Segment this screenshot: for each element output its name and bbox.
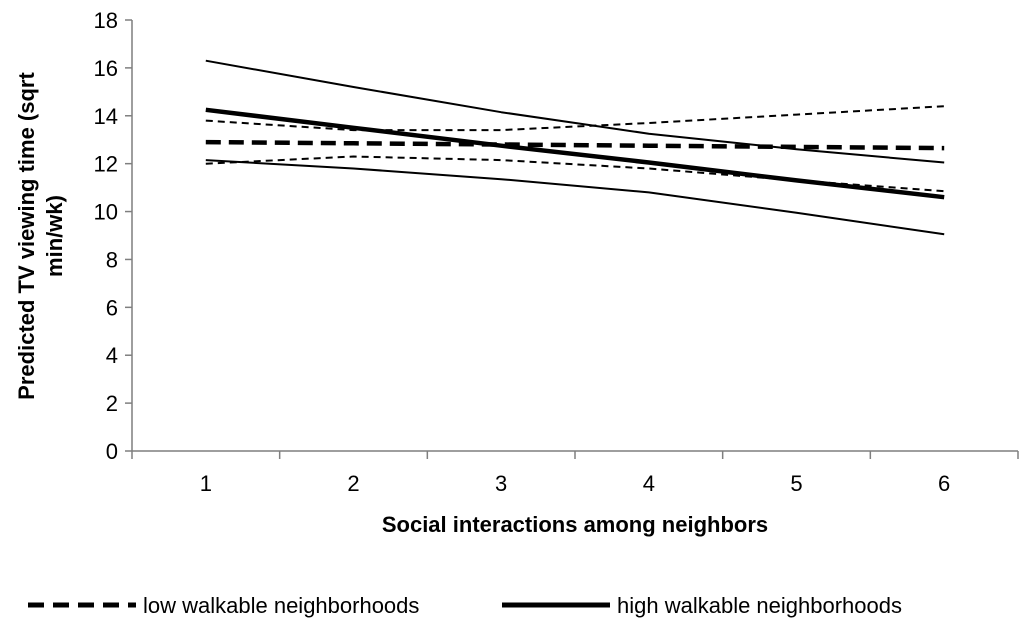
y-tick-label: 14	[94, 104, 118, 129]
y-axis-title-line-1: Predicted TV viewing time (sqrt	[14, 72, 39, 400]
y-tick-label: 18	[94, 8, 118, 33]
series-group	[205, 59, 945, 236]
x-tick-label: 6	[938, 471, 950, 496]
x-tick-label: 5	[790, 471, 802, 496]
x-tick-label: 2	[347, 471, 359, 496]
series-line-low-walkable	[205, 139, 945, 151]
series-line-high-walkable	[205, 107, 945, 200]
y-tick-label: 16	[94, 56, 118, 81]
y-axis-title-line-2: min/wk)	[42, 195, 67, 277]
x-axis-title: Social interactions among neighbors	[382, 512, 768, 537]
y-axis-title: Predicted TV viewing time (sqrt min/wk)	[14, 72, 67, 400]
series-line-high-walkable-ci-upper	[205, 59, 945, 164]
series-line-low-walkable-ci-upper	[205, 105, 945, 132]
legend-label-high-walkable: high walkable neighborhoods	[617, 593, 902, 618]
y-tick-label: 8	[106, 247, 118, 272]
legend: low walkable neighborhoods high walkable…	[28, 593, 902, 618]
series-line-high-walkable-ci-lower	[205, 159, 945, 236]
x-tick-label: 3	[495, 471, 507, 496]
y-tick-label: 10	[94, 200, 118, 225]
y-tick-label: 12	[94, 152, 118, 177]
x-tick-label: 4	[643, 471, 655, 496]
y-tick-label: 0	[106, 439, 118, 464]
y-tick-label: 6	[106, 295, 118, 320]
y-tick-label: 2	[106, 391, 118, 416]
x-tick-label: 1	[200, 471, 212, 496]
y-tick-label: 4	[106, 343, 118, 368]
legend-label-low-walkable: low walkable neighborhoods	[143, 593, 419, 618]
